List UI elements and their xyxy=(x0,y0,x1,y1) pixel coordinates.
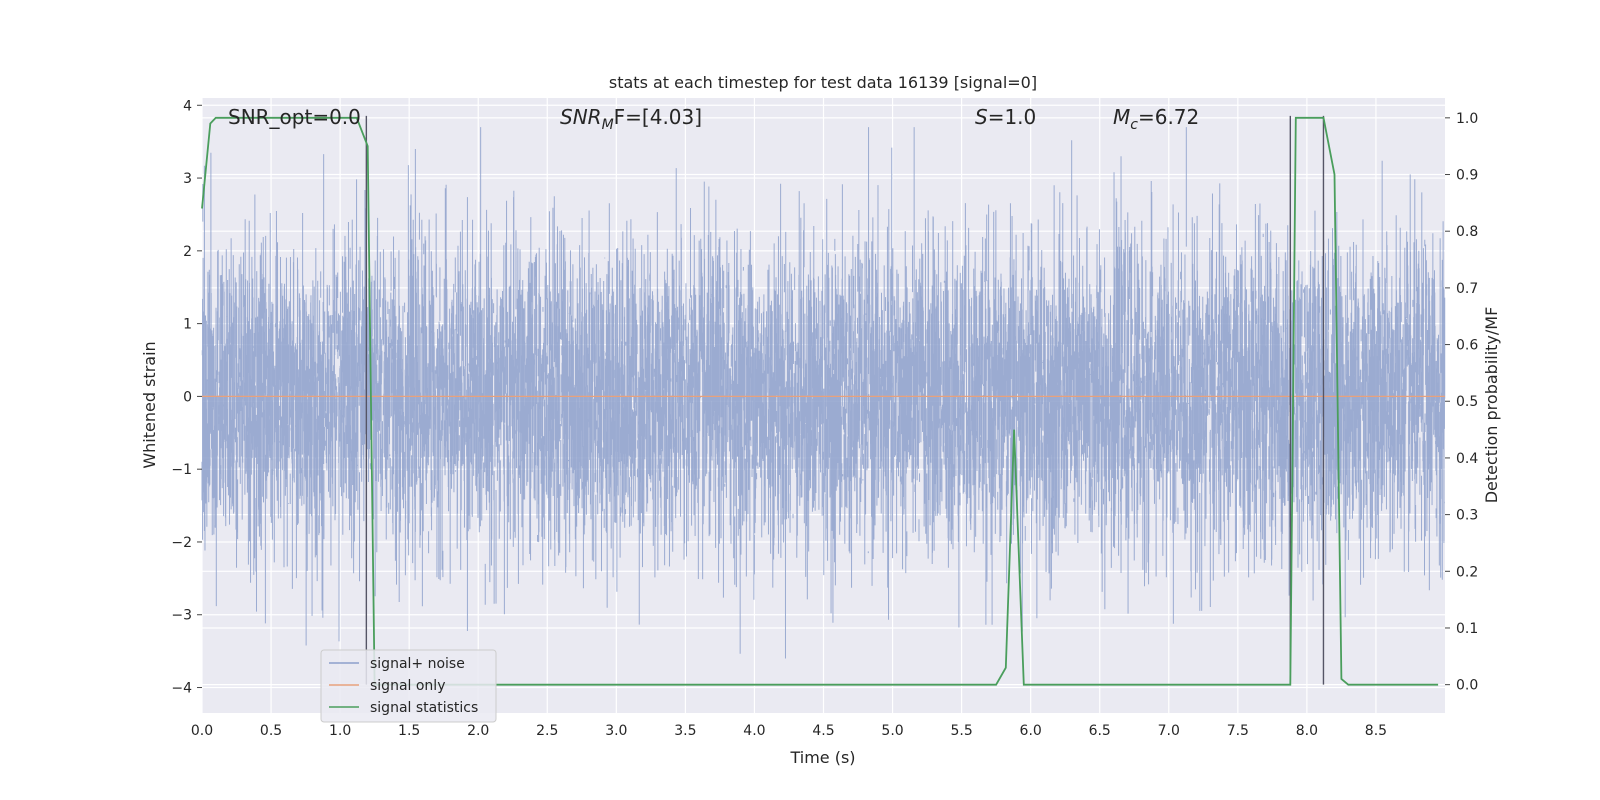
y2-tick-label: 0.4 xyxy=(1456,451,1478,467)
x-tick-label: 5.0 xyxy=(881,723,903,739)
y-tick-label: 0 xyxy=(183,389,192,405)
y-tick-label: 2 xyxy=(183,244,192,260)
x-axis-label: Time (s) xyxy=(789,748,855,767)
legend-label-signal-only: signal only xyxy=(370,678,445,694)
vertical-markers xyxy=(365,115,1325,685)
annotation-snr-mf-sub: M xyxy=(602,117,614,133)
x-tick-label: 2.0 xyxy=(467,723,489,739)
signal-noise-line xyxy=(201,127,1446,659)
y2-gridlines xyxy=(202,117,1445,686)
y2-tick-label: 0.2 xyxy=(1456,564,1478,580)
y2-tick-label: 0.5 xyxy=(1456,394,1478,410)
y2-tick-label: 0.8 xyxy=(1456,224,1478,240)
x-tick-label: 5.5 xyxy=(950,723,972,739)
x-tick-label: 1.0 xyxy=(329,723,351,739)
annotation-s: S=1.0 xyxy=(975,105,1036,129)
x-tick-label: 4.0 xyxy=(743,723,765,739)
signal-noise-series xyxy=(201,127,1446,659)
x-tick-label: 3.5 xyxy=(674,723,696,739)
y-tick-label: −4 xyxy=(171,681,192,697)
y2-tick-label: 0.0 xyxy=(1456,678,1478,694)
y-tick-label: 3 xyxy=(183,171,192,187)
y-tick-label: −3 xyxy=(171,608,192,624)
x-tick-label: 6.5 xyxy=(1089,723,1111,739)
y2-tick-label: 0.3 xyxy=(1456,508,1478,524)
legend-box xyxy=(320,649,497,723)
annotation-mc: Mc=6.72 xyxy=(1113,105,1199,133)
y-tick-labels: 4 3 2 1 0 −1 −2 −3 −4 xyxy=(171,98,202,697)
y-tick-label: −1 xyxy=(171,462,192,478)
legend-label-signal-statistics: signal statistics xyxy=(370,700,478,716)
annotation-mc-main: M xyxy=(1113,105,1130,129)
y-tick-label: 1 xyxy=(183,317,192,333)
annotation-snr-mf: SNRMF=[4.03] xyxy=(560,105,702,133)
y2-axis-label: Detection probability/MF xyxy=(1482,307,1501,504)
chart-title: stats at each timestep for test data 161… xyxy=(609,73,1037,92)
legend: signal+ noise signal only signal statist… xyxy=(320,649,497,723)
signal-statistics-line xyxy=(201,116,1439,686)
y2-tick-label: 0.9 xyxy=(1456,168,1478,184)
x-tick-label: 6.0 xyxy=(1020,723,1042,739)
annotation-snr-opt: SNR_opt=0.0 xyxy=(228,105,361,129)
annotation-s-rest: =1.0 xyxy=(988,105,1037,129)
annotation-snr-mf-main: SNR xyxy=(560,105,602,129)
annotation-mc-sub: c xyxy=(1130,117,1138,133)
x-tick-label: 8.5 xyxy=(1365,723,1387,739)
legend-label-signal-noise: signal+ noise xyxy=(370,656,465,672)
y-axis-label: Whitened strain xyxy=(140,341,159,468)
y-tick-label: −2 xyxy=(171,535,192,551)
x-tick-label: 8.0 xyxy=(1296,723,1318,739)
x-tick-label: 2.5 xyxy=(536,723,558,739)
x-tick-label: 0.5 xyxy=(260,723,282,739)
y-tick-label: 4 xyxy=(183,98,192,114)
y2-tick-labels: 1.0 0.9 0.8 0.7 0.6 0.5 0.4 0.3 0.2 0.1 0.0 xyxy=(1445,111,1478,694)
annotation-snr-mf-rest: F=[4.03] xyxy=(614,105,702,129)
x-tick-label: 0.0 xyxy=(191,723,213,739)
y2-tick-label: 1.0 xyxy=(1456,111,1478,127)
y2-tick-label: 0.1 xyxy=(1456,621,1478,637)
annotation-mc-rest: =6.72 xyxy=(1138,105,1199,129)
x-tick-label: 7.0 xyxy=(1158,723,1180,739)
x-tick-label: 7.5 xyxy=(1227,723,1249,739)
y2-tick-label: 0.6 xyxy=(1456,338,1478,354)
x-tick-label: 1.5 xyxy=(398,723,420,739)
annotation-s-main: S xyxy=(975,105,988,129)
x-tick-label: 3.0 xyxy=(605,723,627,739)
y2-tick-label: 0.7 xyxy=(1456,281,1478,297)
x-tick-label: 4.5 xyxy=(812,723,834,739)
x-tick-labels: 0.0 0.5 1.0 1.5 2.0 2.5 3.0 3.5 4.0 4.5 5.0 5.5 6.0 6… xyxy=(191,723,1387,739)
